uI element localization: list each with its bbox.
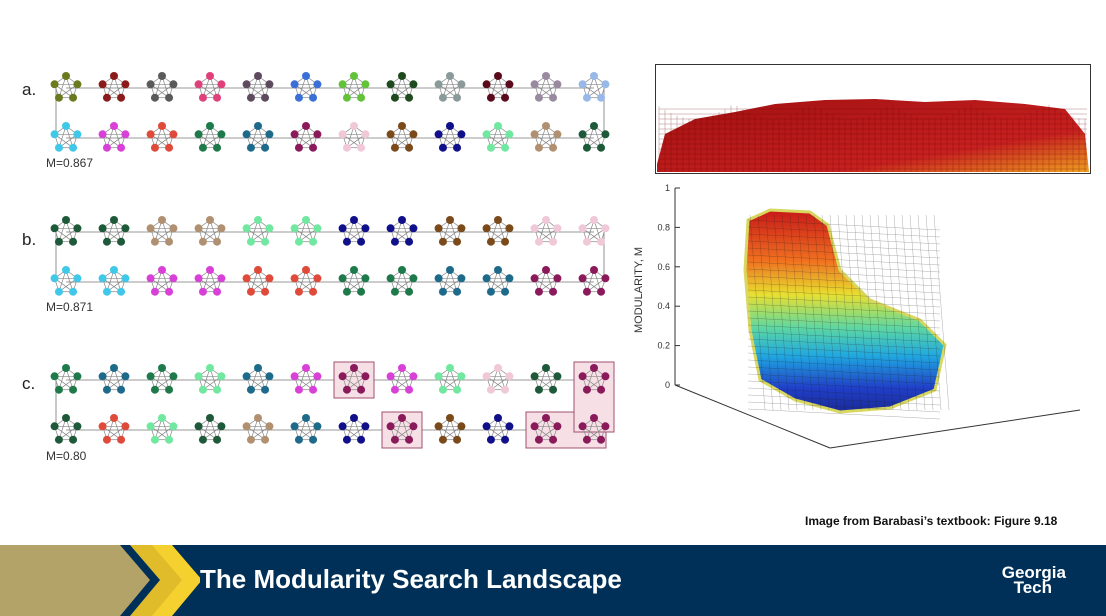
y-tick-label: 0.4 bbox=[657, 301, 670, 311]
clique-node-group bbox=[386, 122, 418, 152]
clique-node-group bbox=[50, 216, 82, 246]
clique-node-group bbox=[578, 72, 610, 102]
clique-node-group bbox=[194, 266, 226, 296]
clique-node-group bbox=[482, 414, 514, 444]
panel-c-modularity: M=0.80 bbox=[46, 449, 87, 463]
clique-node-group bbox=[242, 72, 274, 102]
clique-node-group bbox=[242, 364, 274, 394]
y-tick-label: 0.6 bbox=[657, 262, 670, 272]
logo-line-2: Tech bbox=[1013, 578, 1052, 597]
panel-b-modularity: M=0.871 bbox=[46, 300, 94, 314]
clique-node-group bbox=[98, 122, 130, 152]
clique-node-group bbox=[578, 216, 610, 246]
clique-node-group bbox=[98, 364, 130, 394]
clique-node-group bbox=[146, 266, 178, 296]
clique-node-group bbox=[338, 122, 370, 152]
clique-node-group bbox=[50, 364, 82, 394]
clique-node-group bbox=[194, 122, 226, 152]
clique-node-group bbox=[338, 414, 370, 444]
clique-node-group bbox=[530, 72, 562, 102]
clique-node-group bbox=[578, 414, 610, 444]
clique-node-group bbox=[146, 364, 178, 394]
clique-node-group bbox=[290, 364, 322, 394]
clique-node-group bbox=[50, 266, 82, 296]
clique-node-group bbox=[434, 122, 466, 152]
clique-node-group bbox=[242, 266, 274, 296]
clique-node-group bbox=[290, 266, 322, 296]
clique-node-group bbox=[434, 266, 466, 296]
clique-node-group bbox=[194, 414, 226, 444]
clique-node-group bbox=[290, 414, 322, 444]
clique-node-group bbox=[194, 72, 226, 102]
clique-node-group bbox=[578, 364, 610, 394]
clique-node-group bbox=[434, 216, 466, 246]
clique-node-group bbox=[290, 122, 322, 152]
clique-node-group bbox=[338, 72, 370, 102]
figure-caption: Image from Barabasi’s textbook: Figure 9… bbox=[805, 514, 1058, 528]
clique-node-group bbox=[98, 72, 130, 102]
georgia-tech-logo: Georgia Tech bbox=[1001, 563, 1066, 597]
clique-node-group bbox=[434, 72, 466, 102]
y-tick-label: 0 bbox=[665, 380, 670, 390]
panel-c-label: c. bbox=[22, 374, 36, 393]
clique-node-group bbox=[146, 216, 178, 246]
clique-node-group bbox=[338, 216, 370, 246]
clique-node-group bbox=[530, 364, 562, 394]
surface-top-view bbox=[655, 64, 1091, 174]
clique-node-group bbox=[386, 72, 418, 102]
clique-node-group bbox=[50, 122, 82, 152]
clique-node-group bbox=[194, 216, 226, 246]
clique-node-group bbox=[50, 72, 82, 102]
clique-node-group bbox=[482, 266, 514, 296]
clique-node-group bbox=[290, 216, 322, 246]
clique-node-group bbox=[434, 364, 466, 394]
clique-node-group bbox=[146, 72, 178, 102]
clique-node-group bbox=[50, 414, 82, 444]
clique-node-group bbox=[578, 122, 610, 152]
y-tick-label: 1 bbox=[665, 183, 670, 193]
clique-node-group bbox=[98, 266, 130, 296]
clique-node-group bbox=[386, 364, 418, 394]
clique-node-group bbox=[482, 364, 514, 394]
clique-node-group bbox=[482, 72, 514, 102]
y-tick-label: 0.8 bbox=[657, 222, 670, 232]
clique-node-group bbox=[578, 266, 610, 296]
clique-node-group bbox=[242, 216, 274, 246]
clique-node-group bbox=[98, 216, 130, 246]
clique-node-group bbox=[338, 364, 370, 394]
network-diagram bbox=[50, 72, 615, 449]
clique-node-group bbox=[98, 414, 130, 444]
clique-node-group bbox=[530, 122, 562, 152]
panel-a-label: a. bbox=[22, 80, 37, 99]
clique-node-group bbox=[242, 122, 274, 152]
panel-a-modularity: M=0.867 bbox=[46, 156, 94, 170]
clique-node-group bbox=[434, 414, 466, 444]
clique-node-group bbox=[386, 266, 418, 296]
modularity-landscape: 0 0.2 0.4 0.6 0.8 1 MODULARITY, M bbox=[633, 183, 1081, 449]
footer-bar: The Modularity Search Landscape Georgia … bbox=[0, 545, 1106, 616]
clique-node-group bbox=[386, 414, 418, 444]
logo-line-1: Georgia bbox=[1001, 563, 1066, 582]
clique-node-group bbox=[482, 216, 514, 246]
clique-node-group bbox=[482, 122, 514, 152]
clique-node-group bbox=[530, 414, 562, 444]
chevron-icon bbox=[0, 545, 200, 616]
panel-b-label: b. bbox=[22, 230, 37, 249]
clique-node-group bbox=[146, 122, 178, 152]
slide-title: The Modularity Search Landscape bbox=[200, 564, 622, 594]
clique-node-group bbox=[386, 216, 418, 246]
y-axis-label: MODULARITY, M bbox=[633, 247, 645, 333]
clique-node-group bbox=[338, 266, 370, 296]
clique-node-group bbox=[194, 364, 226, 394]
clique-node-group bbox=[290, 72, 322, 102]
clique-node-group bbox=[146, 414, 178, 444]
clique-node-group bbox=[530, 266, 562, 296]
clique-node-group bbox=[242, 414, 274, 444]
y-tick-label: 0.2 bbox=[657, 341, 670, 351]
clique-node-group bbox=[530, 216, 562, 246]
